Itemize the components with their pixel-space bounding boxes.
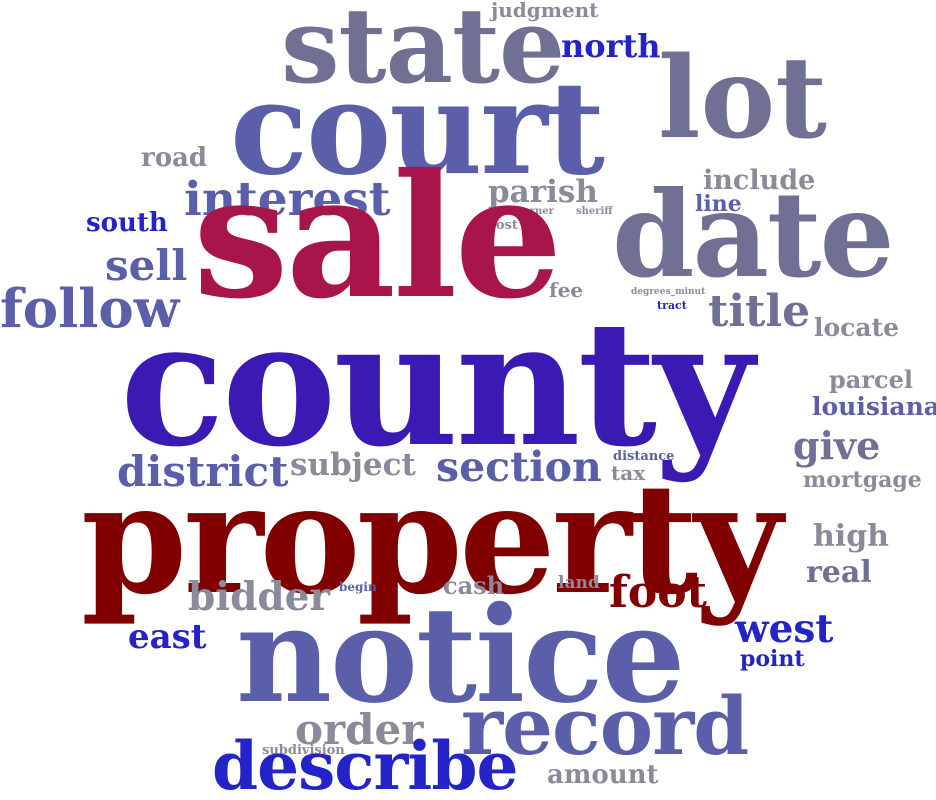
word-begin: begin bbox=[339, 580, 377, 594]
word-locate: locate bbox=[814, 313, 900, 342]
word-date: date bbox=[612, 165, 895, 304]
word-county: county bbox=[120, 282, 754, 485]
word-west: west bbox=[735, 606, 834, 652]
word-subdivision: subdivision bbox=[262, 743, 345, 758]
word-amount: amount bbox=[547, 760, 659, 790]
word-land: land bbox=[558, 573, 600, 593]
word-north: north bbox=[561, 27, 661, 65]
word-foot: foot bbox=[609, 567, 707, 618]
word-lot: lot bbox=[658, 33, 827, 164]
word-mortgage: mortgage bbox=[803, 467, 922, 493]
word-road: road bbox=[141, 143, 208, 173]
word-corner: corner bbox=[517, 206, 554, 217]
word-follow: follow bbox=[0, 278, 180, 340]
word-section: section bbox=[436, 443, 602, 491]
word-south: south bbox=[86, 208, 168, 238]
word-interest: interest bbox=[184, 172, 391, 227]
word-cost: cost bbox=[488, 218, 518, 233]
word-judgment: judgment bbox=[491, 0, 599, 22]
word-title: title bbox=[708, 286, 811, 337]
word-distance: distance bbox=[613, 449, 675, 464]
word-describe: describe bbox=[212, 727, 518, 800]
word-sell: sell bbox=[105, 241, 188, 290]
word-notice: notice bbox=[236, 578, 685, 733]
word-district: district bbox=[117, 447, 289, 496]
word-subject: subject bbox=[290, 447, 416, 483]
word-order: order bbox=[295, 705, 424, 754]
word-high: high bbox=[813, 519, 889, 554]
word-real: real bbox=[806, 555, 872, 590]
word-sheriff: sheriff bbox=[576, 206, 613, 217]
word-fee: fee bbox=[549, 278, 584, 302]
word-parish: parish bbox=[488, 174, 598, 210]
word-bidder: bidder bbox=[188, 574, 330, 620]
word-degrees_minut: degrees_minut bbox=[631, 287, 706, 297]
word-east: east bbox=[128, 617, 207, 657]
word-record: record bbox=[461, 679, 749, 773]
word-give: give bbox=[793, 423, 881, 468]
word-tax: tax bbox=[611, 461, 646, 485]
word-court: court bbox=[230, 54, 605, 204]
word-property: property bbox=[81, 449, 782, 628]
word-include: include bbox=[703, 165, 816, 196]
word-state: state bbox=[281, 0, 565, 107]
word-sale: sale bbox=[193, 137, 563, 337]
word-line: line bbox=[695, 191, 742, 217]
word-point: point bbox=[740, 646, 805, 672]
word-tract: tract bbox=[657, 299, 687, 312]
word-louisiana: louisiana bbox=[812, 392, 936, 421]
word-parcel: parcel bbox=[829, 365, 913, 394]
word-cash: cash bbox=[443, 571, 505, 600]
